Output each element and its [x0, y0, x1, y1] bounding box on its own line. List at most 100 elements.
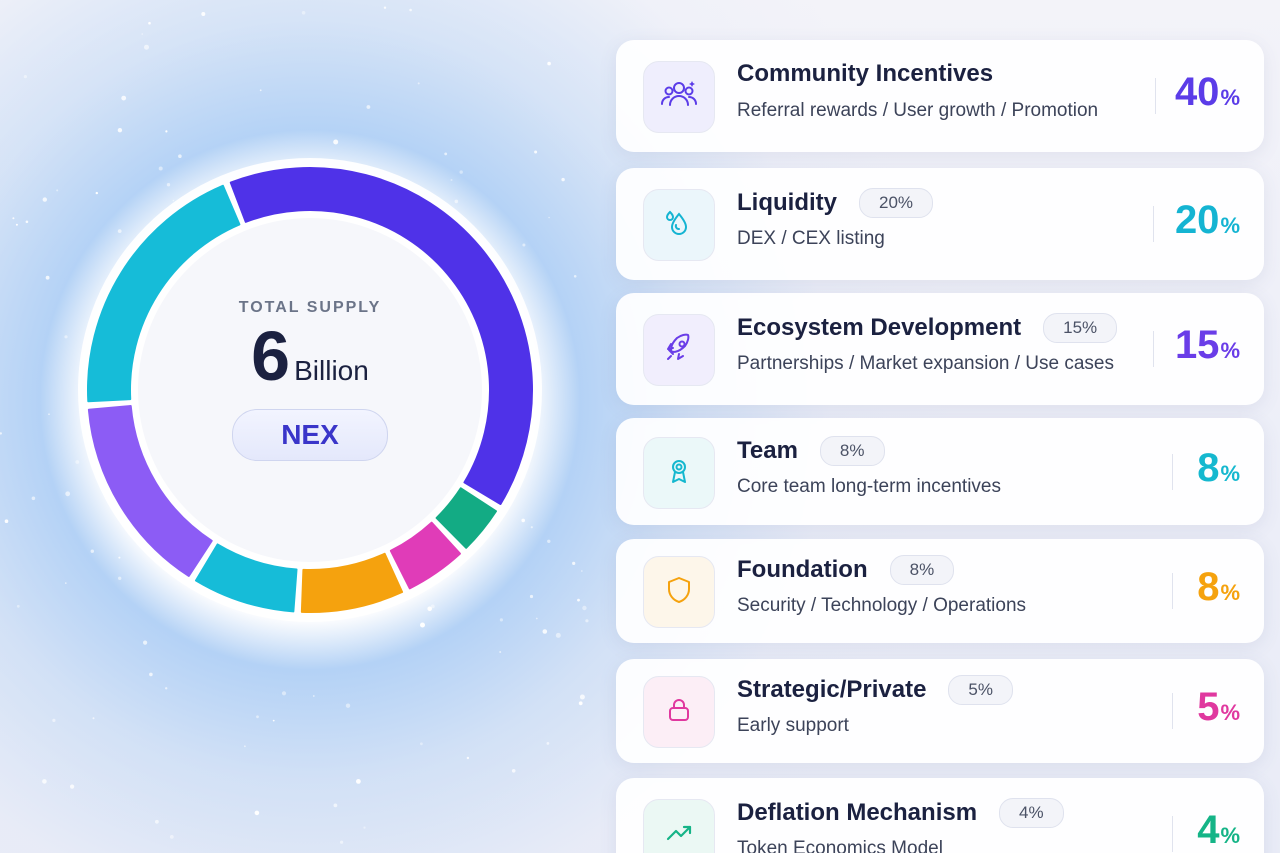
sparkle-dot	[454, 199, 459, 204]
sparkle-dot	[466, 756, 470, 760]
sparkle-dot	[65, 491, 71, 497]
donut-slice-strategic-private	[389, 521, 461, 590]
sparkle-dot	[64, 335, 68, 339]
sparkle-dot	[548, 216, 550, 219]
card-percentage: 8%	[1197, 446, 1240, 491]
sparkle-dot	[499, 651, 502, 653]
sparkle-dot	[345, 703, 351, 708]
card-percent-badge: 4%	[999, 798, 1064, 828]
sparkle-dot	[585, 619, 589, 623]
sparkle-dot	[141, 33, 143, 35]
trend-up-icon-box	[643, 799, 715, 853]
sparkle-dot	[535, 617, 538, 620]
card-percentage: 5%	[1197, 685, 1240, 730]
sparkle-dot	[178, 154, 182, 158]
card-percent-badge: 15%	[1043, 313, 1118, 343]
percentage-value: 8	[1197, 446, 1220, 490]
award-icon	[662, 454, 696, 493]
shield-icon	[662, 573, 696, 612]
card-title-row: Ecosystem Development 15%	[737, 313, 1118, 343]
donut-svg	[78, 158, 542, 622]
card-divider	[1172, 454, 1173, 490]
lock-icon	[662, 693, 696, 732]
percentage-symbol: %	[1220, 823, 1240, 848]
sparkle-dot	[312, 695, 315, 697]
card-title-row: Community Incentives	[737, 60, 993, 88]
percentage-value: 15	[1174, 323, 1220, 367]
card-description: Token Economics Model	[737, 838, 943, 853]
card-divider	[1153, 331, 1154, 367]
sparkle-dot	[547, 61, 551, 66]
allocation-card-team[interactable]: Team 8% Core team long-term incentives 8%	[616, 418, 1264, 525]
sparkle-dot	[259, 89, 262, 92]
donut-inner-disc	[138, 218, 482, 562]
allocation-card-community-incentives[interactable]: Community Incentives Referral rewards / U…	[616, 40, 1264, 152]
droplet-icon	[662, 206, 696, 245]
sparkle-dot	[572, 561, 576, 566]
card-description: Security / Technology / Operations	[737, 595, 1027, 616]
droplet-icon-box	[643, 189, 715, 261]
allocation-card-liquidity[interactable]: Liquidity 20% DEX / CEX listing 20%	[616, 168, 1264, 280]
sparkle-dot	[144, 44, 149, 50]
sparkle-dot	[117, 128, 123, 133]
allocation-card-strategic-private[interactable]: Strategic/Private 5% Early support 5%	[616, 659, 1264, 763]
sparkle-dot	[272, 719, 275, 722]
sparkle-dot	[165, 130, 168, 133]
donut-slice-community-incentives	[229, 167, 533, 506]
sparkle-dot	[254, 810, 260, 816]
sparkle-dot	[340, 840, 344, 844]
sparkle-dot	[427, 606, 433, 612]
card-percentage: 40%	[1175, 70, 1240, 115]
award-icon-box	[643, 437, 715, 509]
sparkle-dot	[31, 496, 36, 501]
card-description: Core team long-term incentives	[737, 476, 1001, 497]
sparkle-dot	[118, 576, 122, 580]
sparkle-dot	[90, 549, 95, 553]
lock-icon-box	[643, 676, 715, 748]
sparkle-dot	[52, 718, 56, 723]
sparkle-dot	[430, 604, 435, 609]
sparkle-dot	[409, 8, 412, 12]
sparkle-dot	[530, 526, 533, 529]
sparkle-dot	[155, 819, 159, 824]
card-description: Referral rewards / User growth / Promoti…	[737, 100, 1099, 121]
supply-donut-chart	[60, 140, 560, 640]
sparkle-dot	[573, 275, 577, 278]
sparkle-dot	[23, 75, 27, 79]
sparkle-dot	[542, 629, 548, 634]
card-percent-badge: 8%	[819, 436, 885, 466]
allocation-card-foundation[interactable]: Foundation 8% Security / Technology / Oper…	[616, 539, 1264, 643]
card-divider	[1172, 693, 1173, 729]
card-divider	[1172, 816, 1173, 852]
token-symbol-badge[interactable]: NEX	[232, 409, 388, 461]
sparkle-dot	[118, 556, 121, 559]
percentage-symbol: %	[1220, 85, 1240, 110]
card-description: DEX / CEX listing	[737, 228, 885, 249]
card-title: Foundation	[737, 556, 868, 583]
card-percentage: 8%	[1197, 565, 1240, 610]
sparkle-dot	[561, 177, 565, 182]
sparkle-dot	[42, 197, 47, 202]
sparkle-dot	[577, 598, 580, 602]
allocation-card-ecosystem-development[interactable]: Ecosystem Development 15% Partnerships / M…	[616, 293, 1264, 405]
users-icon	[659, 75, 699, 120]
sparkle-dot	[546, 742, 550, 745]
allocation-card-deflation-mechanism[interactable]: Deflation Mechanism 4% Token Economics Mod…	[616, 778, 1264, 853]
sparkle-dot	[420, 742, 423, 746]
percentage-value: 20	[1174, 198, 1220, 242]
card-percentage: 4%	[1197, 808, 1240, 853]
card-percent-badge: 20%	[858, 188, 934, 218]
card-divider	[1153, 206, 1154, 242]
donut-slice-deflation-mechanism	[435, 487, 497, 549]
percentage-value: 4	[1197, 808, 1220, 852]
sparkle-dot	[149, 672, 153, 677]
sparkle-dot	[383, 6, 387, 9]
sparkle-dot	[459, 170, 463, 174]
card-description: Partnerships / Market expansion / Use ca…	[737, 353, 1115, 374]
sparkle-dot	[579, 694, 585, 700]
card-title-row: Foundation 8%	[737, 555, 955, 585]
sparkle-dot	[92, 717, 95, 720]
sparkle-dot	[578, 701, 583, 706]
card-percent-badge: 8%	[889, 555, 955, 585]
